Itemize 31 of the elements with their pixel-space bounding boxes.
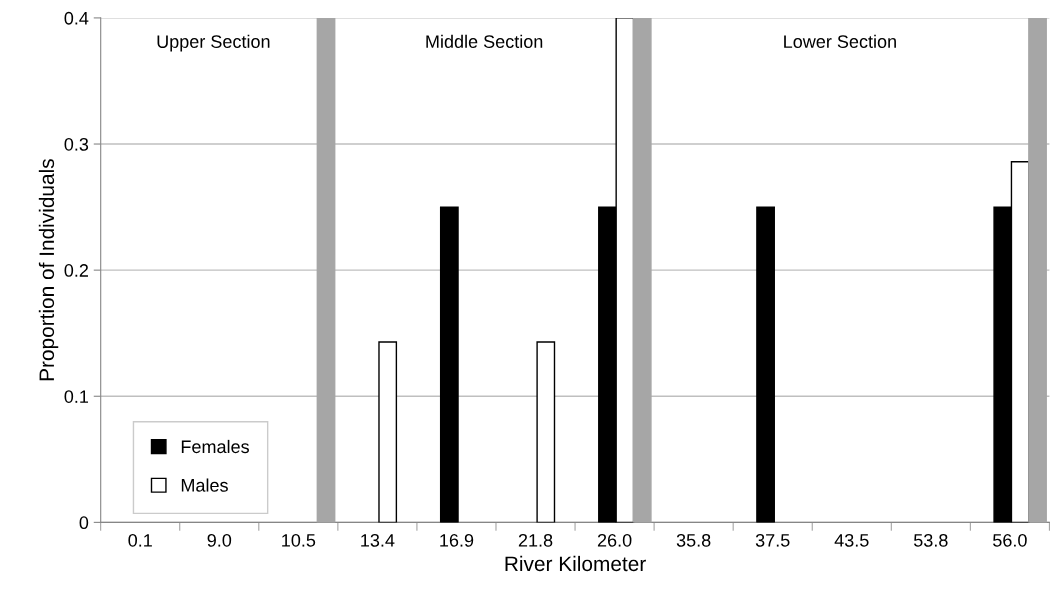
x-tick-label: 0.1 xyxy=(128,533,152,547)
annotation: Lower Section xyxy=(784,34,896,48)
x-tick-label: 21.8 xyxy=(518,533,553,547)
bar xyxy=(378,341,398,523)
x-tick-label: 43.5 xyxy=(834,533,869,547)
x-tick-label: 13.4 xyxy=(361,533,395,547)
y-axis-title: Proportion of Individuals xyxy=(38,159,59,381)
y-tick-label: 0.1 xyxy=(64,390,89,403)
x-tick-label: 9.0 xyxy=(207,533,232,547)
x-axis-title: River Kilometer xyxy=(505,555,646,572)
legend-label: Males xyxy=(181,478,228,492)
y-tick-label: 0 xyxy=(79,516,89,530)
y-tick-label: 0.3 xyxy=(64,137,89,151)
bar xyxy=(756,206,775,523)
x-tick-label: 35.8 xyxy=(676,533,711,547)
bar xyxy=(1028,17,1047,523)
x-tick-label: 16.9 xyxy=(440,533,474,547)
annotation: Middle Section xyxy=(426,34,543,48)
x-tick-label: 56.0 xyxy=(993,533,1027,547)
annotation: Upper Section xyxy=(157,34,270,52)
bar xyxy=(536,341,556,523)
x-tick-label: 10.5 xyxy=(282,533,316,547)
x-tick-label: 53.8 xyxy=(913,533,948,547)
bar xyxy=(632,17,652,523)
y-tick-label: 0.2 xyxy=(64,264,88,277)
x-tick-label: 26.0 xyxy=(597,533,632,547)
y-tick-label: 0.4 xyxy=(64,11,89,25)
bar xyxy=(439,206,459,523)
bar xyxy=(316,17,336,523)
legend-label: Females xyxy=(181,439,249,454)
x-tick-label: 37.5 xyxy=(755,533,790,547)
